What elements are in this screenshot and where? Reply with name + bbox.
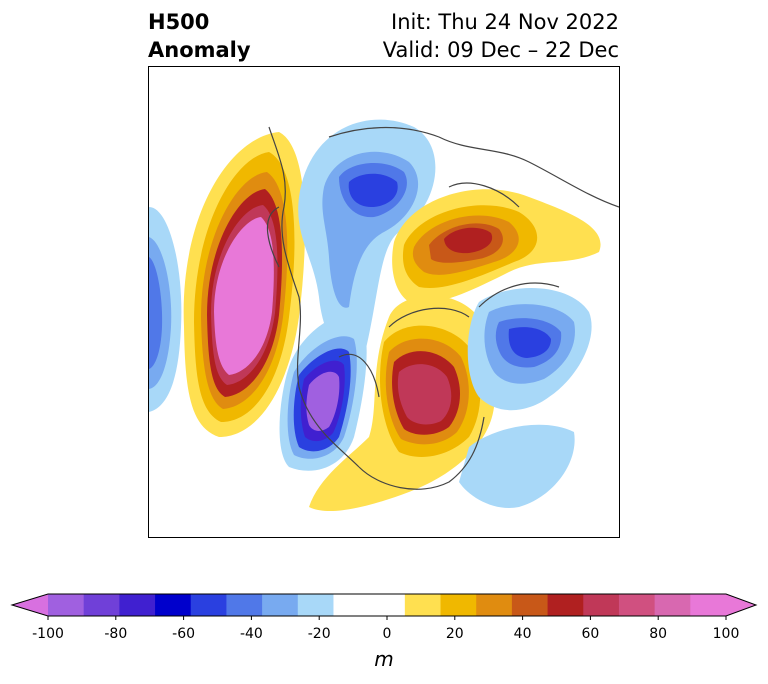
colorbar-tick-label: 60 [581,626,600,642]
colorbar-bin [404,594,442,616]
colorbar-bin [690,594,727,616]
colorbar-bin [476,594,513,616]
colorbar-bin [618,594,656,616]
colorbar-max-arrow [726,594,756,616]
negative-anomaly-north-america [279,315,367,471]
colorbar-bin [48,594,85,616]
date-info: Init: Thu 24 Nov 2022 Valid: 09 Dec – 22… [383,8,619,64]
colorbar-bin [119,594,156,616]
colorbar-tick-label: 40 [513,626,532,642]
negative-anomaly-east [467,288,592,411]
positive-anomaly-atlantic [309,295,496,512]
colorbar-tick-label: -20 [307,626,331,642]
coastlines [266,126,619,490]
colorbar-bin [369,594,406,616]
colorbar-bin [333,594,370,616]
positive-anomaly-eurasia [392,189,601,303]
negative-anomaly-far-west [149,207,182,412]
colorbar-bin [440,594,477,616]
colorbar-svg [10,593,758,620]
negative-anomaly-arctic [298,119,436,360]
colorbar-tick-label: -80 [104,626,128,642]
anomaly-map [148,66,620,538]
colorbar-bin [155,594,192,616]
colorbar-tick-label: -100 [32,626,64,642]
colorbar-bin [511,594,549,616]
colorbar-bin [226,594,263,616]
colorbar-min-arrow [12,594,48,616]
colorbar-bin [262,594,299,616]
title-line-2: Anomaly [148,38,251,62]
positive-anomaly-pacific [183,132,305,437]
colorbar-tick-label: 80 [649,626,668,642]
colorbar-bin [83,594,120,616]
colorbar-tick-label: 100 [712,626,740,642]
colorbar-tick-label: -60 [172,626,196,642]
colorbar-bin [654,594,691,616]
colorbar-bin [297,594,334,616]
colorbar-tick-label: 0 [382,626,392,642]
colorbar-units: m [374,647,394,671]
valid-range: Valid: 09 Dec – 22 Dec [382,38,619,62]
colorbar-bin [190,594,227,616]
colorbar-bin [547,594,584,616]
colorbar-bin [583,594,620,616]
colorbar [10,590,758,650]
title-line-1: H500 [148,10,210,34]
init-date: Init: Thu 24 Nov 2022 [391,10,619,34]
colorbar-tick-label: -40 [239,626,263,642]
map-title: H500 Anomaly [148,8,251,64]
anomaly-map-svg [149,119,619,512]
colorbar-tick-label: 20 [445,626,464,642]
negative-anomaly-southeast [459,424,575,508]
